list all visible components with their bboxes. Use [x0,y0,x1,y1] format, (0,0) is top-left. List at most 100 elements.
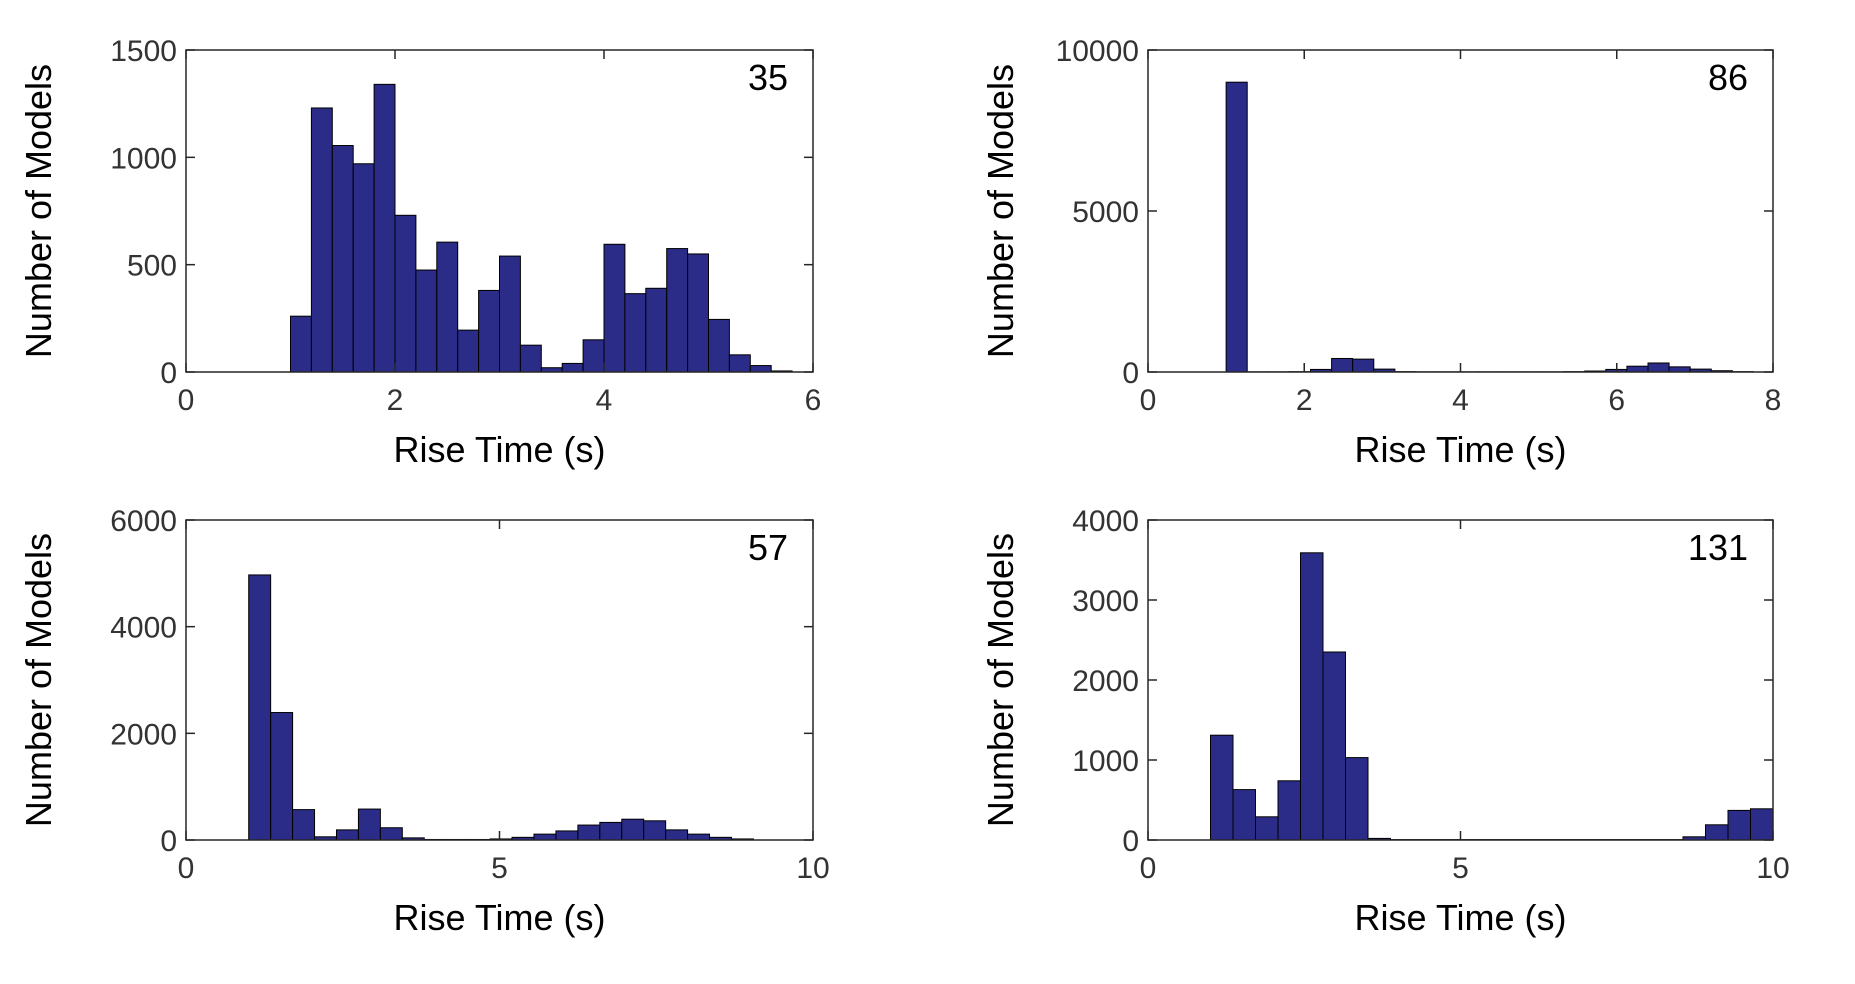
x-tick-label: 5 [491,852,508,885]
histogram-bar [519,344,542,373]
histogram-bar [708,318,730,373]
histogram-bar [1345,757,1369,841]
histogram-bar [415,269,438,373]
y-tick-label: 0 [160,357,177,390]
histogram-bar [1232,789,1256,841]
histogram-bars [290,83,793,373]
histogram-bars [1210,552,1774,841]
y-tick-label: 2000 [110,718,177,751]
histogram-bar [645,287,668,373]
y-tick-label: 10000 [1056,35,1139,68]
histogram-bar [1750,808,1774,841]
x-tick-label: 0 [178,384,195,417]
histogram-bar [436,241,459,373]
y-tick-label: 0 [1122,357,1139,390]
panel-top-left: 35 Rise Time (s) Number of Models 0 2 4 6 0 5… [18,35,821,470]
panel-annotation: 35 [748,57,788,98]
x-axis-label: Rise Time (s) [1354,429,1566,470]
histogram-bar [1210,734,1234,841]
histogram-bar [533,833,557,841]
y-tick-label: 2000 [1072,665,1139,698]
histogram-bar [621,818,645,841]
panel-annotation: 57 [748,527,788,568]
histogram-bar [1727,809,1751,841]
y-axis-label: Number of Models [980,533,1021,827]
histogram-bars [1225,81,1754,373]
x-tick-label: 4 [1452,384,1469,417]
histogram-bar [331,145,354,373]
histogram-bar [561,362,584,373]
histogram-bar [1322,651,1346,841]
panel-annotation: 86 [1708,57,1748,98]
histogram-bar [457,329,480,373]
histogram-bar [1705,824,1729,841]
x-tick-label: 6 [805,384,822,417]
histogram-bar [666,248,689,373]
y-tick-label: 1500 [110,35,177,68]
axes-box [185,49,814,373]
y-tick-label: 4000 [1072,505,1139,538]
histogram-bar [292,809,316,841]
y-axis-label: Number of Models [18,64,59,358]
histogram-bar [599,821,623,841]
x-tick-label: 8 [1765,384,1782,417]
histogram-bar [357,808,381,841]
histogram-bar [624,293,647,373]
histogram-bar [335,829,359,841]
histogram-bar [1300,552,1324,841]
histogram-bar [270,712,294,841]
histogram-bar [1255,816,1279,841]
histogram-bar [248,574,272,841]
histogram-bar [373,83,396,373]
y-axis-label: Number of Models [980,64,1021,358]
histogram-bar [1225,81,1248,373]
x-axis-label: Rise Time (s) [393,429,605,470]
y-tick-label: 6000 [110,505,177,538]
y-tick-label: 1000 [110,142,177,175]
y-tick-label: 4000 [110,612,177,645]
x-tick-label: 10 [796,852,829,885]
x-tick-label: 0 [1140,384,1157,417]
histogram-bar [1626,365,1649,373]
histogram-bar [577,824,601,841]
histogram-bar [352,163,375,373]
histogram-bar [310,107,333,373]
y-tick-label: 3000 [1072,585,1139,618]
histogram-bar [582,339,605,373]
y-tick-label: 0 [160,825,177,858]
histogram-bar [687,253,709,373]
histogram-bar [643,820,667,841]
histogram-bar [499,255,521,373]
panel-bottom-left: 57 Rise Time (s) Number of Models 0 5 10 0 2… [18,505,830,938]
histogram-bar [1331,357,1354,373]
histogram-bar [665,829,689,841]
histogram-bar [1277,780,1301,841]
histogram-bar [749,365,772,373]
histogram-bar [394,214,417,373]
x-axis-label: Rise Time (s) [1354,897,1566,938]
histogram-bar [379,827,403,841]
histogram-bar [290,315,312,373]
x-tick-label: 0 [1140,852,1157,885]
panel-annotation: 131 [1688,527,1748,568]
histogram-bar [555,830,579,841]
y-tick-label: 5000 [1072,196,1139,229]
panel-top-right: 86 Rise Time (s) Number of Models 0 2 4 6 8 0… [980,35,1781,470]
y-tick-label: 1000 [1072,745,1139,778]
histogram-bar [1352,358,1375,373]
histogram-bars [248,574,754,841]
histogram-bar [728,354,751,373]
histogram-bar [687,833,711,841]
x-tick-label: 2 [387,384,404,417]
x-tick-label: 6 [1608,384,1625,417]
histogram-bar [1668,366,1691,373]
histogram-bar [603,243,626,373]
x-axis-label: Rise Time (s) [393,897,605,938]
y-tick-label: 0 [1122,825,1139,858]
y-axis-label: Number of Models [18,533,59,827]
x-tick-label: 10 [1756,852,1789,885]
x-tick-label: 4 [596,384,613,417]
x-tick-label: 2 [1296,384,1313,417]
y-tick-label: 500 [127,250,177,283]
